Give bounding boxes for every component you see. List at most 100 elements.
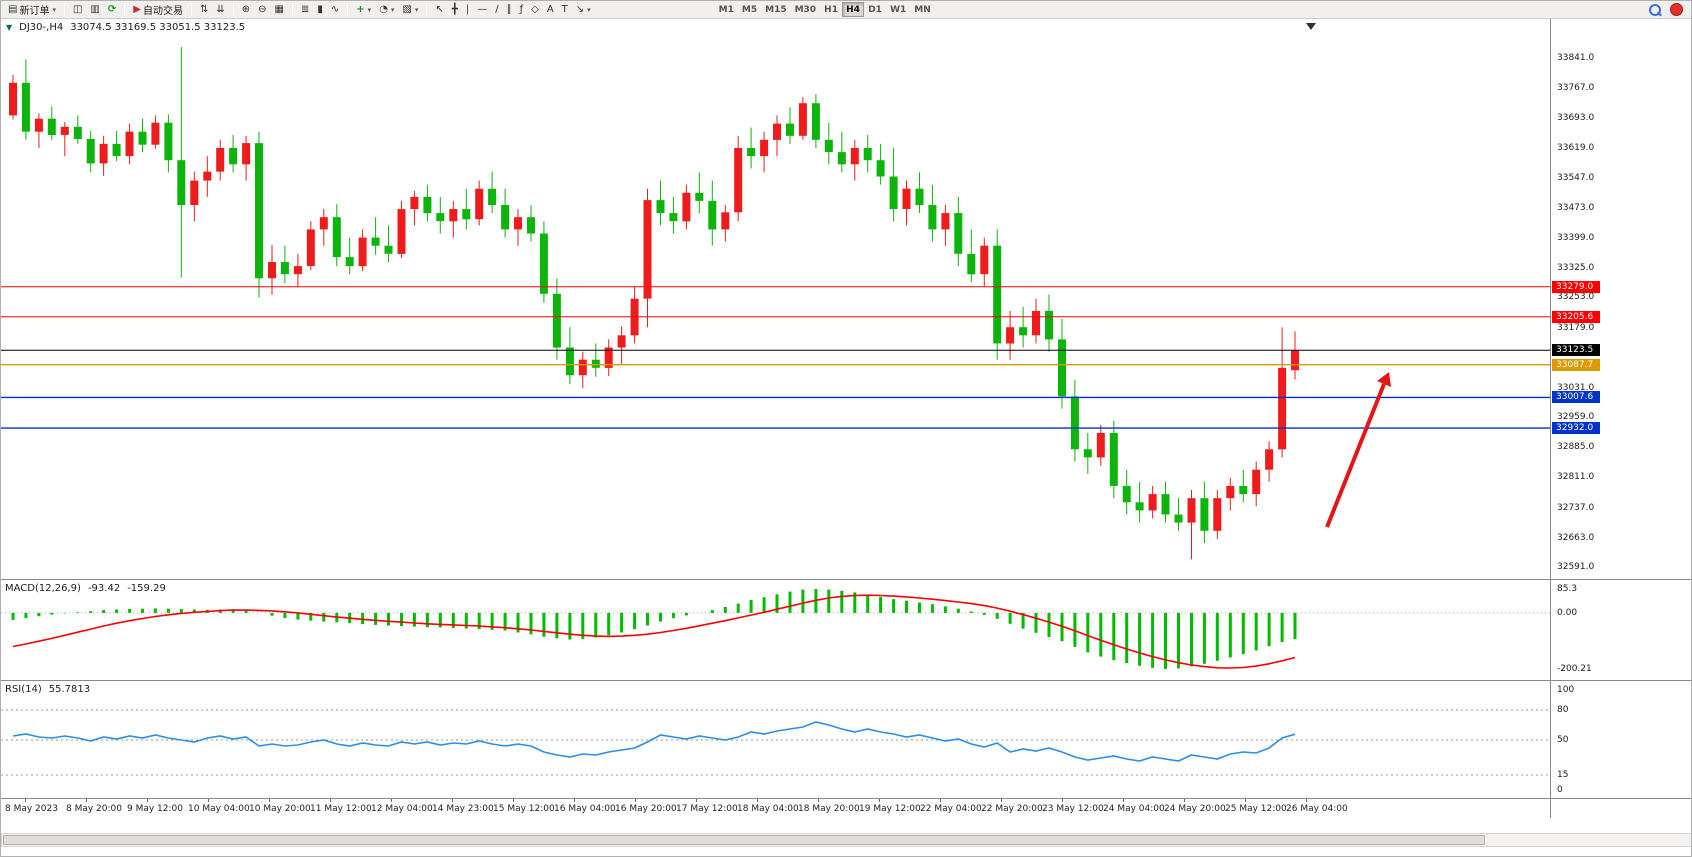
timeframe-w1-button[interactable]: W1 xyxy=(886,2,910,17)
rsi-indicator-panel[interactable]: RSI(14) 55.7813 xyxy=(1,681,1551,798)
rsi-name: RSI(14) xyxy=(5,684,42,695)
charts-window-button[interactable]: ◫ xyxy=(69,2,86,18)
toolbar-separator xyxy=(190,3,192,16)
refresh-button[interactable]: ⟳ xyxy=(104,2,120,18)
timeframe-h4-button[interactable]: H4 xyxy=(842,2,865,17)
rsi-axis: 100 80 50 15 0 xyxy=(1552,681,1691,798)
price-tag-32932.0: 32932.0 xyxy=(1552,422,1600,434)
new-order-button[interactable]: ▤ 新订单 ▾ xyxy=(4,2,60,18)
toolbar-buttons-group: ▤ 新订单 ▾ ◫ ▥ ⟳ ▶ 自动交易 ⇅ ⇊ ⊕ ⊖ ▦ ≣ ▮ ∿ + ▾ ◔ ▾ ▧ ▾ ↖ ╋ | — ∕ ∥ ƒ ◇ A T ↘ ▾ xyxy=(4,1,595,18)
timeframe-h1-button[interactable]: H1 xyxy=(820,2,842,17)
notification-badge[interactable] xyxy=(1670,3,1683,16)
price-axis-label: 32737.0 xyxy=(1557,503,1595,513)
macd-axis-label: 0.00 xyxy=(1557,608,1578,618)
horizontal-line-button[interactable]: — xyxy=(473,2,491,18)
time-axis-label: 24 May 20:00 xyxy=(1164,804,1226,814)
text-label-button[interactable]: T xyxy=(558,2,572,18)
time-axis-tick xyxy=(269,799,270,802)
tile-windows-button[interactable]: ▦ xyxy=(271,2,288,18)
trendline-button[interactable]: ∕ xyxy=(491,2,502,18)
crosshair-button[interactable]: ╋ xyxy=(448,2,462,18)
price-axis[interactable]: 33841.0 33767.0 33693.0 33619.0 33547.0 33473… xyxy=(1552,18,1691,579)
cursor-button[interactable]: ↖ xyxy=(431,2,447,18)
refresh-icon: ⟳ xyxy=(107,3,117,15)
shapes-button[interactable]: ◇ xyxy=(527,2,543,18)
channel-icon: ∥ xyxy=(506,3,512,15)
time-axis-tick xyxy=(696,799,697,802)
timeframe-m1-button[interactable]: M1 xyxy=(715,2,738,17)
horizontal-level-lines[interactable] xyxy=(1,286,1550,429)
price-axis-label: 33179.0 xyxy=(1557,323,1595,333)
rsi-axis-label: 15 xyxy=(1557,770,1569,780)
chart-symbol-period: DJ30-,H4 xyxy=(19,22,64,33)
macd-histogram xyxy=(11,589,1297,669)
rsi-axis-label: 0 xyxy=(1557,785,1563,795)
time-axis-tick xyxy=(208,799,209,802)
macd-axis-label: 85.3 xyxy=(1557,584,1578,594)
panel-splitter-rsi[interactable] xyxy=(1,680,1691,681)
sort-up-button[interactable]: ⇅ xyxy=(196,2,212,18)
time-axis-label: 24 May 04:00 xyxy=(1103,804,1165,814)
line-chart-type-button[interactable]: ∿ xyxy=(327,2,343,18)
timeframe-m5-button[interactable]: M5 xyxy=(738,2,761,17)
templates-button[interactable]: ▧ ▾ xyxy=(398,2,422,18)
zoom-out-button[interactable]: ⊖ xyxy=(254,2,270,18)
text-label-icon: T xyxy=(561,3,568,15)
one-click-trading-toggle[interactable]: ▼ xyxy=(6,23,13,32)
candlestick-chart-type-button[interactable]: ▮ xyxy=(313,2,327,18)
macd-name: MACD(12,26,9) xyxy=(5,583,81,594)
time-axis-label: 15 May 12:00 xyxy=(493,804,555,814)
sort-down-icon: ⇊ xyxy=(216,3,225,15)
crosshair-icon: ╋ xyxy=(451,3,458,15)
time-axis[interactable]: 8 May 2023 8 May 20:00 9 May 12:00 10 May 0… xyxy=(1,799,1551,818)
macd-axis: 85.3 0.00 -200.21 xyxy=(1552,580,1691,680)
sort-down-button[interactable]: ⇊ xyxy=(212,2,228,18)
price-axis-label: 33841.0 xyxy=(1557,53,1595,63)
search-icon[interactable] xyxy=(1649,3,1661,16)
zoom-out-icon: ⊖ xyxy=(258,3,267,15)
price-axis-label: 32591.0 xyxy=(1557,562,1595,572)
price-axis-label: 32959.0 xyxy=(1557,412,1595,422)
panel-splitter-macd[interactable] xyxy=(1,579,1691,580)
macd-indicator-panel[interactable]: MACD(12,26,9) -93.42 -159.29 xyxy=(1,580,1551,680)
rsi-chart[interactable] xyxy=(1,681,1551,798)
indicators-button[interactable]: + ▾ xyxy=(352,2,375,18)
chart-shift-marker[interactable] xyxy=(1306,23,1316,30)
time-axis-label: 26 May 04:00 xyxy=(1286,804,1348,814)
toolbar-right-section xyxy=(1649,3,1690,16)
time-axis-tick xyxy=(1062,799,1063,802)
data-window-button[interactable]: ▥ xyxy=(86,2,103,18)
timeframe-d1-button[interactable]: D1 xyxy=(864,2,886,17)
price-axis-label: 33693.0 xyxy=(1557,113,1595,123)
horizontal-scrollbar[interactable] xyxy=(1,833,1691,847)
timeframe-m15-button[interactable]: M15 xyxy=(761,2,790,17)
time-axis-tick xyxy=(330,799,331,802)
scrollbar-thumb[interactable] xyxy=(3,835,1485,845)
dropdown-arrow-icon: ▾ xyxy=(367,5,372,14)
macd-chart[interactable] xyxy=(1,580,1551,680)
price-chart[interactable] xyxy=(1,18,1551,579)
dropdown-arrow-icon: ▾ xyxy=(390,5,395,14)
timeframe-m30-button[interactable]: M30 xyxy=(791,2,820,17)
rsi-line xyxy=(12,721,1296,762)
toolbar-separator xyxy=(124,3,126,16)
time-axis-tick xyxy=(757,799,758,802)
trend-arrow-annotation[interactable] xyxy=(1325,372,1391,528)
zoom-in-button[interactable]: ⊕ xyxy=(238,2,254,18)
periods-button[interactable]: ◔ ▾ xyxy=(375,2,398,18)
text-button[interactable]: A xyxy=(543,2,558,18)
rsi-indicator-label: RSI(14) 55.7813 xyxy=(5,684,90,695)
vertical-line-button[interactable]: | xyxy=(462,2,473,18)
arrows-button[interactable]: ↘ ▾ xyxy=(572,2,595,18)
fibonacci-button[interactable]: ƒ xyxy=(516,2,528,18)
auto-trading-button[interactable]: ▶ 自动交易 xyxy=(129,2,187,18)
time-axis-tick xyxy=(25,799,26,802)
timeframe-mn-button[interactable]: MN xyxy=(910,2,935,17)
rsi-axis-label: 80 xyxy=(1557,705,1569,715)
bar-chart-type-button[interactable]: ≣ xyxy=(297,2,313,18)
cursor-icon: ↖ xyxy=(435,3,444,15)
price-axis-label: 33399.0 xyxy=(1557,233,1595,243)
channel-button[interactable]: ∥ xyxy=(503,2,516,18)
price-axis-label: 33031.0 xyxy=(1557,383,1595,393)
